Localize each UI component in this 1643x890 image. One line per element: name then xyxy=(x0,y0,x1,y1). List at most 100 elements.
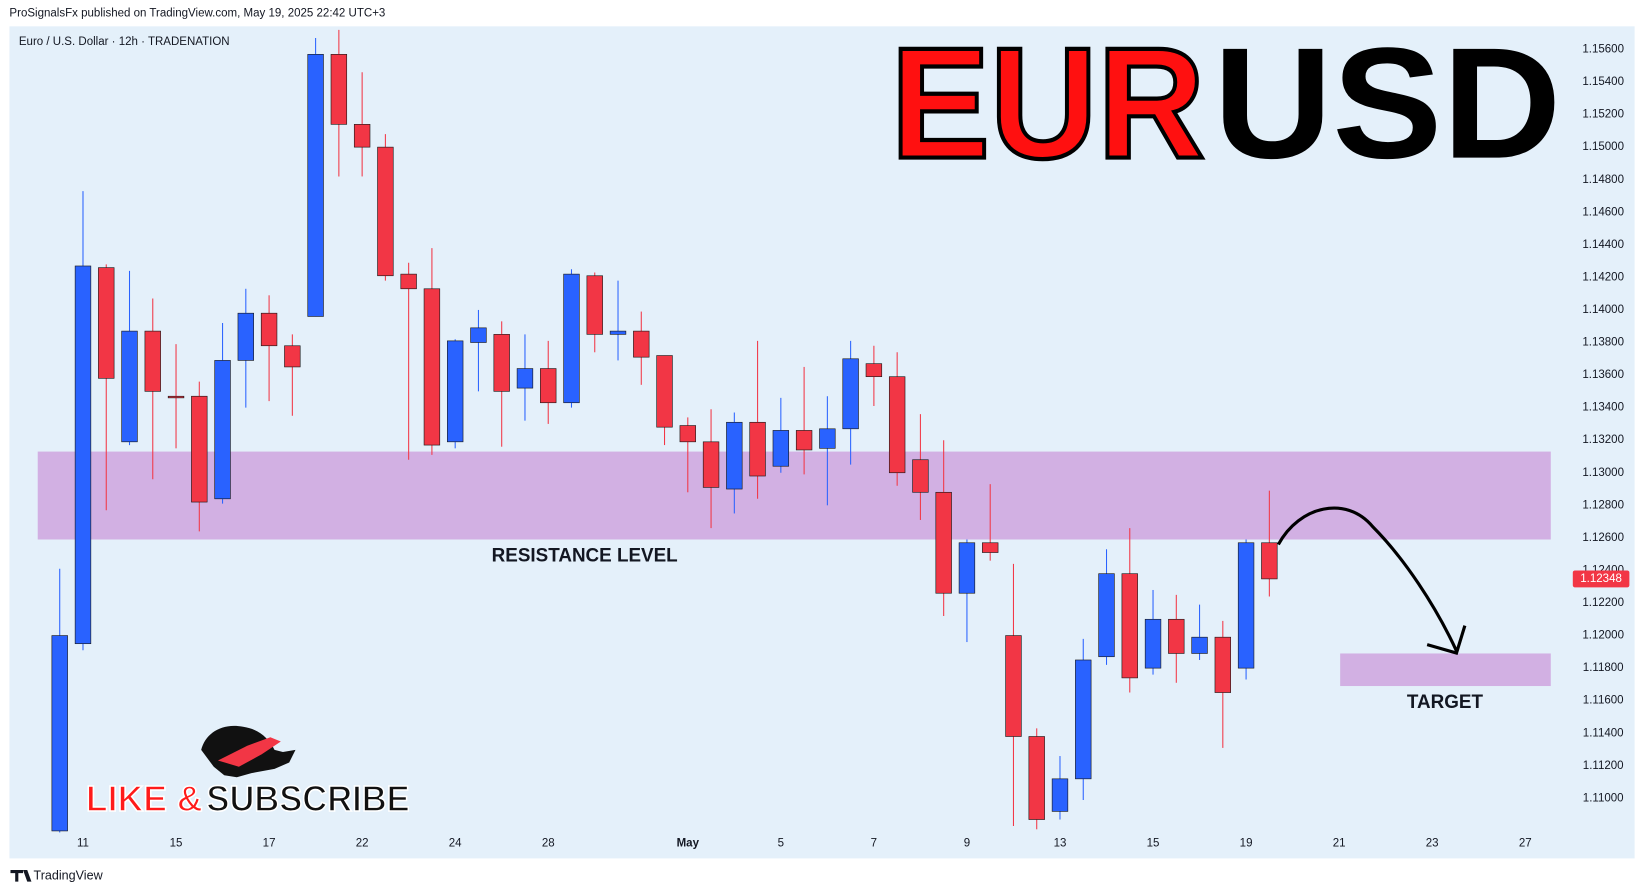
x-tick-label: 7 xyxy=(871,838,877,850)
y-tick-label: 1.12200 xyxy=(1582,597,1624,609)
candle-body xyxy=(353,124,371,148)
plot-area: RESISTANCE LEVEL TARGET 1.11000 1.11200 1.11… xyxy=(37,29,1630,850)
x-tick-label: 11 xyxy=(77,838,89,850)
candle-body xyxy=(470,327,487,343)
candle-body xyxy=(935,491,952,594)
candle-body xyxy=(563,273,580,404)
candle-body xyxy=(1237,542,1255,669)
candle-body xyxy=(1144,618,1162,669)
arrow-head xyxy=(1426,625,1467,655)
candle-body xyxy=(1261,542,1278,580)
x-tick-label: 19 xyxy=(1240,838,1253,850)
x-tick-label: 22 xyxy=(356,838,369,850)
candle-body xyxy=(888,376,906,474)
candle-body xyxy=(74,265,92,645)
candle-body xyxy=(586,275,603,335)
last-price-label: 1.12348 xyxy=(1580,573,1622,585)
title-usd: USD xyxy=(1213,15,1561,191)
candle-body xyxy=(1098,573,1115,658)
y-tick-label: 1.13000 xyxy=(1582,467,1624,479)
price-zone xyxy=(37,451,1551,540)
y-tick-label: 1.13200 xyxy=(1582,434,1624,446)
like-text: LIKE & xyxy=(86,779,203,819)
y-tick-label: 1.14800 xyxy=(1582,174,1624,186)
y-tick-label: 1.14600 xyxy=(1582,206,1624,218)
candle-body xyxy=(144,330,161,392)
y-tick-label: 1.11000 xyxy=(1583,792,1624,804)
candle-body xyxy=(447,340,464,443)
candle-body xyxy=(958,542,976,594)
subscribe-text: SUBSCRIBE xyxy=(206,779,409,819)
publish-header: ProSignalsFx published on TradingView.co… xyxy=(9,8,385,20)
y-tick-label: 1.14200 xyxy=(1582,271,1624,283)
y-tick-label: 1.15000 xyxy=(1582,141,1624,153)
candle-body xyxy=(1028,736,1045,820)
y-tick-label: 1.11200 xyxy=(1583,760,1624,772)
candle-body xyxy=(772,430,790,467)
candle-body xyxy=(609,330,627,335)
last-price-box xyxy=(1572,570,1630,588)
y-tick-label: 1.15400 xyxy=(1582,76,1624,88)
y-tick-label: 1.12000 xyxy=(1582,630,1624,642)
candle-body xyxy=(679,425,696,443)
x-tick-label: 15 xyxy=(1147,838,1160,850)
candle-body xyxy=(237,312,254,361)
candle-body xyxy=(656,355,673,428)
candle-body xyxy=(493,334,510,392)
candle-body xyxy=(1214,636,1231,693)
candle-body xyxy=(214,360,231,500)
logo xyxy=(201,725,296,778)
symbol-label: Euro / U.S. Dollar · 12h · TRADENATION xyxy=(19,36,230,48)
projection-arrow xyxy=(1276,506,1458,652)
x-tick-label: 27 xyxy=(1519,838,1532,850)
candle-body xyxy=(1005,635,1022,737)
candle-body xyxy=(330,54,348,125)
candle-body xyxy=(51,635,68,832)
y-tick-label: 1.11800 xyxy=(1583,662,1624,674)
candle-body xyxy=(865,363,883,378)
candle-body xyxy=(98,267,115,379)
y-tick-label: 1.11400 xyxy=(1583,727,1624,739)
candle-body xyxy=(121,330,138,443)
y-tick-label: 1.13800 xyxy=(1582,337,1624,349)
candle-body xyxy=(1168,618,1185,654)
candle-body xyxy=(516,368,534,389)
candle-body xyxy=(1191,636,1208,654)
candle-body xyxy=(423,288,441,446)
candle-body xyxy=(819,428,836,449)
tradingview-logo xyxy=(10,869,32,882)
zone-label: TARGET xyxy=(1407,692,1484,713)
y-tick-label: 1.12600 xyxy=(1582,532,1624,544)
candle-body xyxy=(540,368,557,404)
candle-body xyxy=(726,421,743,490)
y-tick-label: 1.15600 xyxy=(1582,43,1624,55)
candle-body xyxy=(1051,778,1069,812)
candle-body xyxy=(284,345,301,368)
candle-body xyxy=(167,395,185,399)
zone-label: RESISTANCE LEVEL xyxy=(492,545,678,566)
y-tick-label: 1.12800 xyxy=(1582,499,1624,511)
x-tick-label: 9 xyxy=(964,838,970,850)
candle-body xyxy=(702,441,720,488)
x-tick-label: 23 xyxy=(1426,838,1439,850)
x-tick-label: 24 xyxy=(449,838,462,850)
x-tick-label: May xyxy=(677,838,700,850)
candle-body xyxy=(1121,573,1138,679)
candle-body xyxy=(912,459,929,493)
y-tick-label: 1.15200 xyxy=(1582,109,1624,121)
x-tick-label: 15 xyxy=(170,838,183,850)
x-tick-label: 17 xyxy=(263,838,276,850)
candle-body xyxy=(749,421,766,477)
y-tick-label: 1.14400 xyxy=(1582,239,1624,251)
x-tick-label: 21 xyxy=(1333,838,1346,850)
price-zone xyxy=(1340,653,1551,687)
title-eur: EUR xyxy=(891,15,1205,191)
candle-body xyxy=(1075,659,1092,780)
x-tick-label: 13 xyxy=(1054,838,1067,850)
candle-body xyxy=(191,395,208,503)
footer-brand: TradingView xyxy=(34,869,104,883)
candle-body xyxy=(795,430,813,451)
candle-body xyxy=(842,358,859,430)
